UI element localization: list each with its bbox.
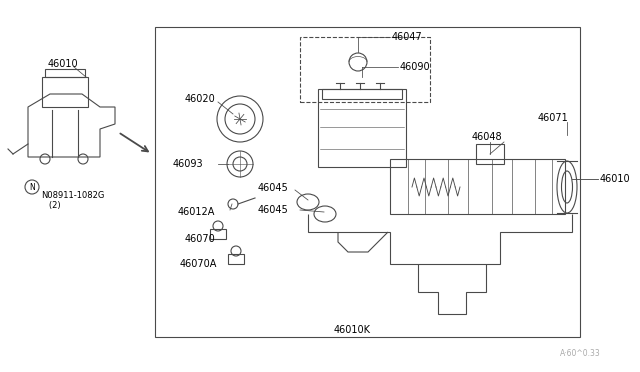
Text: 46010: 46010 [48, 59, 78, 69]
Text: 46090: 46090 [400, 62, 431, 72]
Text: 46045: 46045 [258, 183, 289, 193]
Bar [390, 159, 565, 214]
Text: 46048: 46048 [472, 132, 502, 142]
Text: 46071: 46071 [538, 113, 568, 123]
Text: 46070: 46070 [185, 234, 216, 244]
Bar [300, 37, 430, 102]
Text: 46093: 46093 [173, 159, 204, 169]
Text: A·60^0.33: A·60^0.33 [560, 350, 601, 359]
Bar [322, 89, 402, 99]
Text: 46012A: 46012A [178, 207, 216, 217]
Text: 46010K: 46010K [333, 325, 371, 335]
Text: N: N [29, 183, 35, 192]
Text: 46020: 46020 [185, 94, 216, 104]
Bar [318, 89, 406, 167]
Text: N08911-1082G
   (2): N08911-1082G (2) [41, 191, 104, 211]
Bar [476, 144, 504, 164]
Text: 46047: 46047 [392, 32, 423, 42]
Bar [155, 27, 580, 337]
Bar [228, 254, 244, 264]
Text: 46045: 46045 [258, 205, 289, 215]
Text: 46070A: 46070A [180, 259, 218, 269]
Text: 46010: 46010 [600, 174, 630, 184]
Bar [210, 229, 226, 239]
